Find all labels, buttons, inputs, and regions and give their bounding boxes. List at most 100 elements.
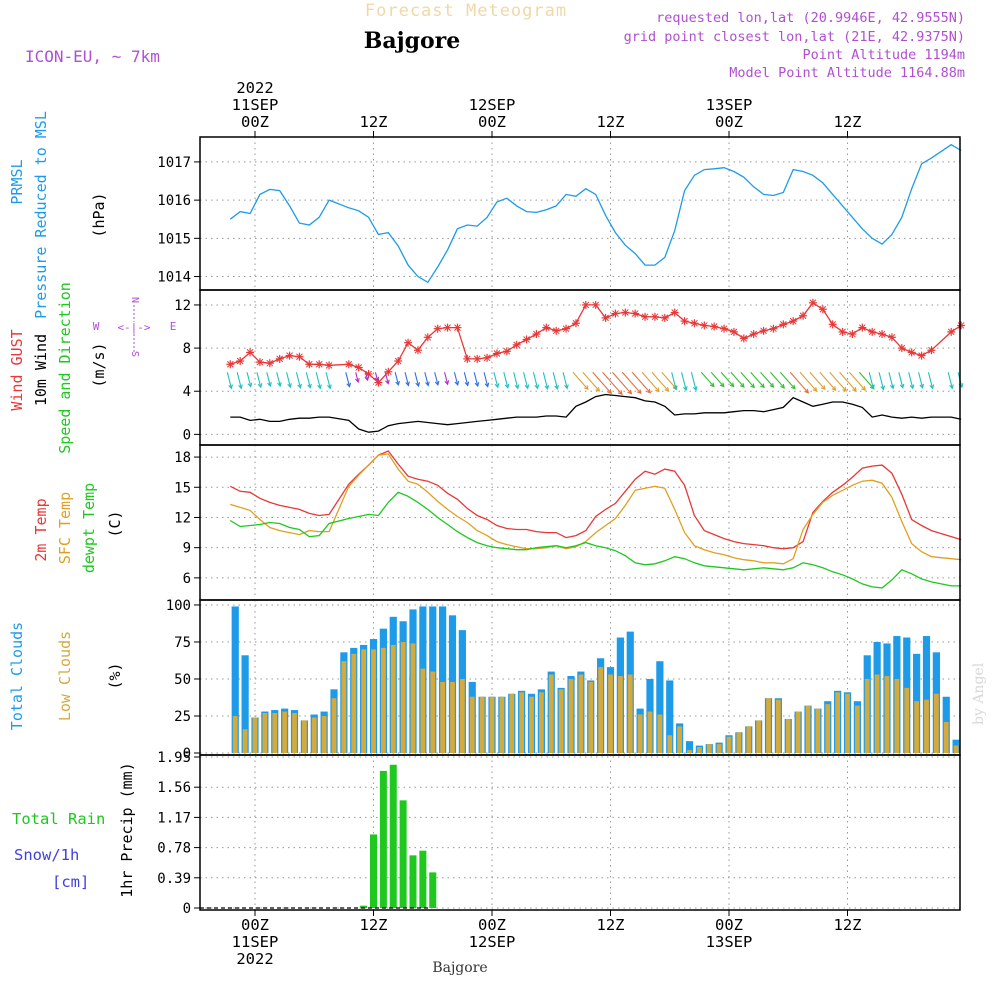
point-altitude: Point Altitude 1194m <box>802 47 965 63</box>
bottom-time-label: 12Z <box>360 916 388 934</box>
wind-arrow-shaft <box>612 371 632 395</box>
wind-arrow-head <box>504 383 510 389</box>
gust-marker <box>660 313 669 322</box>
wind-arrow-shaft <box>374 372 379 381</box>
gust-marker <box>473 354 482 363</box>
y-tick-label-precip: 0.39 <box>157 871 191 887</box>
y-tick-label-precip: 1.17 <box>157 810 191 826</box>
gust-marker-d2 <box>434 325 442 333</box>
wind-arrow <box>384 372 390 385</box>
wind-arrow-head <box>247 382 253 388</box>
gust-marker <box>897 344 906 353</box>
wind-arrow-head <box>434 380 440 387</box>
low-cloud-bar <box>380 647 386 753</box>
y-tick-label-clouds: 25 <box>174 709 191 725</box>
low-cloud-bar <box>242 729 248 753</box>
gust-marker <box>255 358 264 367</box>
gust-marker <box>512 340 521 349</box>
wind-arrow <box>286 372 292 389</box>
gust-marker-d2 <box>928 346 935 354</box>
gust-marker <box>670 308 679 317</box>
gust-marker <box>907 348 916 357</box>
wind-arrow <box>809 371 826 391</box>
gust-marker <box>927 346 936 355</box>
wind-arrow-shaft <box>651 371 669 392</box>
gust-marker-d2 <box>513 341 521 349</box>
low-cloud-bar <box>696 747 702 753</box>
wind-arrow-head <box>760 383 765 389</box>
gust-marker <box>315 360 324 369</box>
gust-marker-d2 <box>829 321 837 328</box>
wind-arrow-head <box>534 384 540 390</box>
wind-arrow-shaft <box>690 372 697 391</box>
wind-arrow <box>621 371 642 395</box>
gust-marker-d2 <box>503 347 511 355</box>
low-cloud-bar <box>282 711 288 753</box>
wind-arrow-head <box>524 384 530 390</box>
low-cloud-bar <box>854 705 860 753</box>
gust-marker <box>621 308 630 317</box>
gust-marker <box>502 347 511 356</box>
wind-arrow-shaft <box>829 371 847 392</box>
total-cloud-bar <box>656 661 664 753</box>
gust-marker-d2 <box>691 319 698 327</box>
gust-marker <box>917 351 926 360</box>
wind-arrow-shaft <box>513 372 519 389</box>
wind-arrow <box>394 372 400 387</box>
y-tick-label-precip: 0 <box>183 901 191 917</box>
wind-arrow <box>908 372 915 390</box>
low-cloud-bar <box>489 696 495 753</box>
rain-bar <box>399 800 407 908</box>
gust-marker <box>591 300 600 309</box>
series-line-10m-wind <box>230 393 962 433</box>
low-cloud-bar <box>529 696 534 753</box>
gust-marker <box>947 327 956 336</box>
gust-marker <box>404 338 413 347</box>
wind-arrow <box>483 372 490 388</box>
faint-title: Forecast Meteogram <box>365 1 567 21</box>
gust-marker <box>354 363 363 372</box>
total-cloud-bar <box>685 741 694 753</box>
gust-marker-d2 <box>256 358 264 366</box>
wind-arrow <box>315 372 322 390</box>
top-time-label: 12Z <box>834 113 862 131</box>
series-line-2m-temp <box>230 450 962 550</box>
wind-arrow-shaft <box>295 372 301 388</box>
gust-marker-d2 <box>888 333 896 341</box>
wind-arrow-head <box>228 384 233 390</box>
gust-marker <box>562 324 571 333</box>
compass-axis: <-|-> <box>117 321 150 334</box>
low-cloud-bar <box>785 718 791 753</box>
wind-arrow <box>789 371 810 394</box>
gust-marker-d2 <box>454 324 461 331</box>
wind-arrow-shaft <box>740 371 755 388</box>
wind-arrow-shaft <box>266 372 271 387</box>
wind-arrow-shaft <box>779 371 796 390</box>
wind-arrow <box>592 371 612 395</box>
y-tick-label-temp: 15 <box>174 480 191 496</box>
wind-arrow-shaft <box>700 371 715 387</box>
wind-label-direction: Speed and Direction <box>56 282 74 454</box>
low-cloud-bar <box>943 721 949 753</box>
low-cloud-bar <box>766 698 771 753</box>
wind-arrow-shaft <box>819 371 836 391</box>
low-cloud-bar <box>321 715 327 753</box>
wind-arrow-head <box>317 384 322 390</box>
wind-arrow-shaft <box>384 372 389 384</box>
clouds-label-total: Total Clouds <box>8 622 26 730</box>
gust-marker-d2 <box>770 325 777 333</box>
gust-marker-d2 <box>641 313 649 321</box>
gust-marker-d2 <box>523 336 530 343</box>
gust-marker-d2 <box>414 346 422 354</box>
low-cloud-bar <box>864 678 870 753</box>
low-cloud-bar <box>716 744 722 753</box>
panel-frame <box>199 754 961 911</box>
wind-arrow <box>690 372 698 392</box>
y-tick-label-clouds: 50 <box>174 672 191 688</box>
gust-marker <box>374 378 383 387</box>
low-cloud-bar <box>914 701 920 753</box>
gust-marker <box>542 323 551 332</box>
wind-arrow-shaft <box>809 371 826 390</box>
wind-arrow <box>839 371 857 392</box>
wind-arrow-head <box>484 382 490 388</box>
